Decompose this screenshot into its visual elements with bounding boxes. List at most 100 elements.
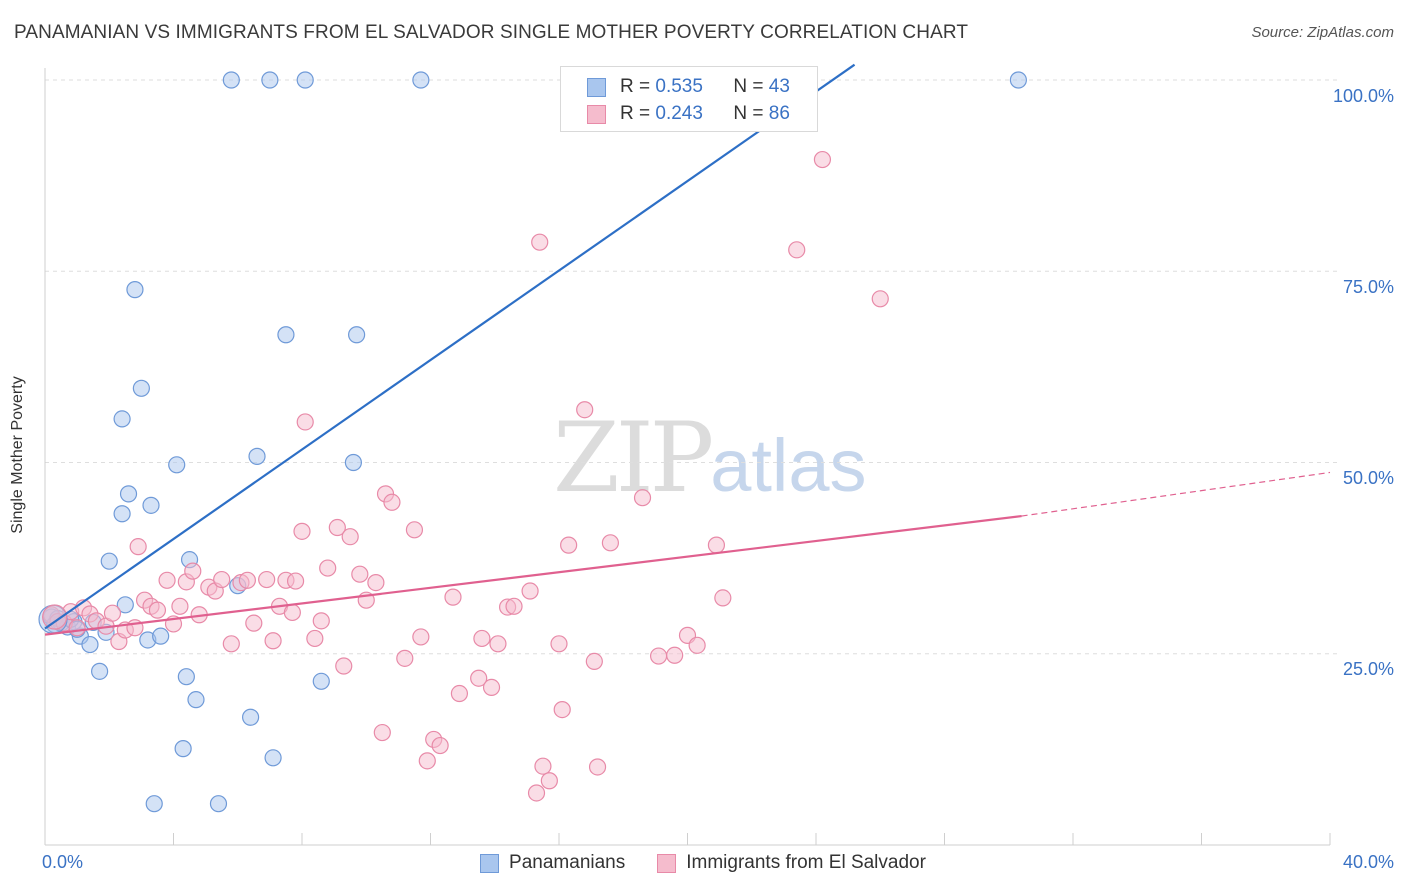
el-salvador-point (213, 570, 231, 589)
legend-n-value: 43 (768, 76, 790, 97)
el-salvador-point (649, 647, 668, 665)
el-salvador-point (367, 574, 385, 592)
el-salvador-point (588, 758, 607, 776)
el-salvador-point (258, 570, 276, 589)
el-salvador-point (534, 757, 552, 775)
panamanian-point (119, 485, 138, 503)
el-salvador-point (521, 582, 539, 600)
legend-row-el-salvador: R = 0.243 N = 86 (587, 102, 790, 126)
el-salvador-point (531, 233, 549, 251)
el-salvador-point (633, 489, 652, 507)
panamanian-point (222, 71, 240, 89)
y-tick-50: 50.0% (1342, 468, 1394, 488)
source-note: Source: ZipAtlas.com (1251, 24, 1394, 41)
el-salvador-trend-line (44, 514, 1022, 636)
panamanian-point (91, 662, 109, 680)
legend-label-panamanians: Panamanians (509, 852, 626, 873)
el-salvador-point (68, 619, 86, 637)
legend-r-label: R = (620, 103, 656, 124)
panamanian-point (242, 708, 260, 726)
el-salvador-point (412, 628, 430, 646)
panamanian-point (100, 552, 118, 570)
panamanian-point (248, 447, 266, 465)
el-salvador-point (550, 635, 568, 653)
watermark: ZIPatlas (553, 402, 867, 514)
panamanian-point (126, 281, 144, 299)
el-salvador-point (418, 752, 436, 770)
el-salvador-point (450, 684, 469, 703)
panamanian-point (168, 456, 186, 474)
correlation-legend: R = 0.535 N = 43 R = 0.243 N = 86 (560, 66, 818, 132)
panamanian-point (116, 596, 134, 614)
el-salvador-point (328, 518, 346, 537)
el-salvador-point (222, 635, 240, 653)
el-salvador-point (666, 646, 684, 664)
el-salvador-point (296, 413, 314, 431)
panamanian-point (142, 496, 160, 514)
el-salvador-point (335, 657, 353, 675)
el-salvador-point (553, 700, 571, 719)
el-salvador-point (688, 636, 706, 654)
el-salvador-point (286, 572, 305, 590)
panamanian-point (264, 749, 282, 767)
panamanian-point (312, 672, 330, 690)
el-salvador-point (383, 493, 401, 511)
el-salvador-point (171, 597, 189, 615)
y-tick-75: 75.0% (1342, 277, 1394, 297)
el-salvador-point (431, 736, 449, 755)
panamanian-trend-line (44, 63, 856, 630)
el-salvador-point (245, 614, 263, 632)
chart-title: PANAMANIAN VS IMMIGRANTS FROM EL SALVADO… (14, 22, 969, 43)
x-tick-min: 0.0% (42, 852, 84, 872)
x-tick-max: 40.0% (1342, 852, 1394, 872)
panamanian-point (344, 453, 362, 472)
el-salvador-point (813, 150, 832, 169)
el-salvador-point (576, 401, 594, 419)
el-salvador-cluster-point (42, 604, 68, 630)
panamanian-point (348, 326, 366, 344)
panamanian-point (277, 326, 295, 344)
el-salvador-point (312, 612, 330, 630)
el-salvador-point (103, 604, 122, 622)
el-salvador-point (560, 536, 578, 554)
el-salvador-point (158, 571, 176, 589)
el-salvador-point (264, 632, 282, 650)
el-salvador-point (184, 562, 202, 580)
el-salvador-point (527, 784, 546, 802)
el-salvador-point (489, 635, 507, 653)
panamanian-point (174, 740, 192, 758)
legend-swatch-pink (587, 104, 606, 124)
el-salvador-point (373, 723, 391, 742)
el-salvador-point (470, 669, 488, 687)
el-salvador-point (306, 629, 324, 648)
panamanian-point (412, 71, 430, 89)
panamanian-point (187, 691, 205, 709)
el-salvador-point (283, 603, 301, 622)
legend-swatch-pink (657, 853, 677, 873)
legend-swatch-blue (480, 853, 500, 873)
el-salvador-point (405, 521, 424, 539)
el-salvador-point (540, 772, 558, 790)
el-salvador-point (871, 290, 889, 308)
el-salvador-point (473, 629, 491, 648)
legend-r-value: 0.243 (655, 103, 703, 124)
el-salvador-point (444, 588, 462, 606)
legend-item-el-salvador: Immigrants from El Salvador (657, 852, 926, 874)
el-salvador-point (319, 559, 337, 577)
panamanian-point (113, 505, 131, 523)
panamanian-point (145, 795, 163, 813)
legend-label-el-salvador: Immigrants from El Salvador (686, 852, 926, 873)
el-salvador-point (714, 589, 732, 607)
el-salvador-point (148, 601, 167, 619)
legend-n-label: N = (733, 76, 769, 97)
el-salvador-point (293, 522, 311, 540)
panamanian-point (152, 627, 170, 645)
panamanian-point (177, 668, 195, 686)
legend-n-value: 86 (768, 103, 790, 124)
legend-item-panamanians: Panamanians (480, 852, 625, 874)
el-salvador-point (788, 241, 806, 259)
el-salvador-point (238, 571, 256, 589)
panamanian-point (296, 71, 314, 89)
legend-n-label: N = (733, 103, 769, 124)
